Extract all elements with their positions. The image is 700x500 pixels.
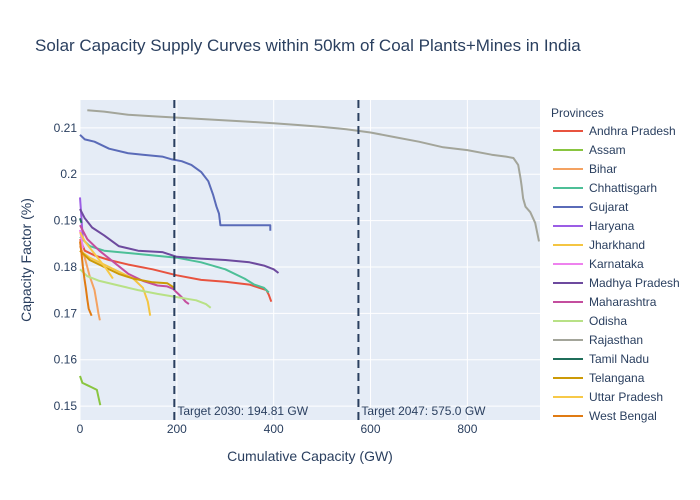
y-tick-label: 0.2 [60,167,77,181]
series-line-13 [79,249,175,289]
series-line-1 [79,375,102,406]
series-line-14 [79,231,114,280]
target-lines: Target 2030: 194.81 GW Target 2047: 575.0… [173,100,486,420]
series-line-15 [79,241,93,317]
y-tick-label: 0.19 [54,214,78,228]
y-tick-label: 0.21 [54,121,78,135]
y-tick-label: 0.17 [54,306,78,320]
legend-item-label[interactable]: Bihar [589,162,617,176]
legend-item-label[interactable]: Assam [589,143,626,157]
y-tick-label: 0.18 [54,260,78,274]
series-line-11 [87,109,540,242]
legend-item-label[interactable]: Uttar Pradesh [589,390,663,404]
legend-item-label[interactable]: Gujarat [589,200,629,214]
legend-item-label[interactable]: Odisha [589,314,627,328]
series-line-12 [79,217,83,224]
x-axis-title: Cumulative Capacity (GW) [227,448,393,464]
series-line-5 [79,197,84,240]
legend-item-label[interactable]: Madhya Pradesh [589,276,680,290]
legend-item-label[interactable]: Andhra Pradesh [589,124,676,138]
legend-item-label[interactable]: Rajasthan [589,333,643,347]
series-line-10 [79,268,212,309]
series-line-3 [79,236,270,294]
y-axis-ticks: 0.15 0.16 0.17 0.18 0.19 0.2 0.21 [54,121,78,413]
y-axis-title: Capacity Factor (%) [18,198,34,322]
x-tick-label: 600 [361,422,381,436]
x-tick-label: 400 [264,422,284,436]
y-tick-label: 0.16 [54,353,78,367]
x-tick-label: 0 [77,422,84,436]
legend: Provinces Andhra Pradesh Assam Bihar Chhatt… [551,106,680,423]
series-line-2 [79,245,101,321]
legend-item-label[interactable]: Tamil Nadu [589,352,649,366]
legend-item-label[interactable]: Haryana [589,219,635,233]
chart-title: Solar Capacity Supply Curves within 50km… [35,36,581,55]
legend-item-label[interactable]: West Bengal [589,409,657,423]
plot-background [80,100,540,420]
series-line-6 [79,249,152,316]
legend-item-label[interactable]: Maharashtra [589,295,657,309]
grid [79,100,540,420]
legend-title: Provinces [551,106,604,120]
series-layer [79,109,540,406]
legend-item-label[interactable]: Karnataka [589,257,644,271]
legend-item-label[interactable]: Chhattisgarh [589,181,657,195]
series-line-8 [79,208,280,274]
target-label-1: Target 2047: 575.0 GW [361,404,486,418]
legend-item-label[interactable]: Jharkhand [589,238,645,252]
series-line-4 [79,134,272,231]
x-tick-label: 800 [457,422,477,436]
y-tick-label: 0.15 [54,399,78,413]
x-axis-ticks: 0 200 400 600 800 [77,422,478,436]
legend-item-label[interactable]: Telangana [589,371,645,385]
target-label-0: Target 2030: 194.81 GW [177,404,308,418]
x-tick-label: 200 [167,422,187,436]
